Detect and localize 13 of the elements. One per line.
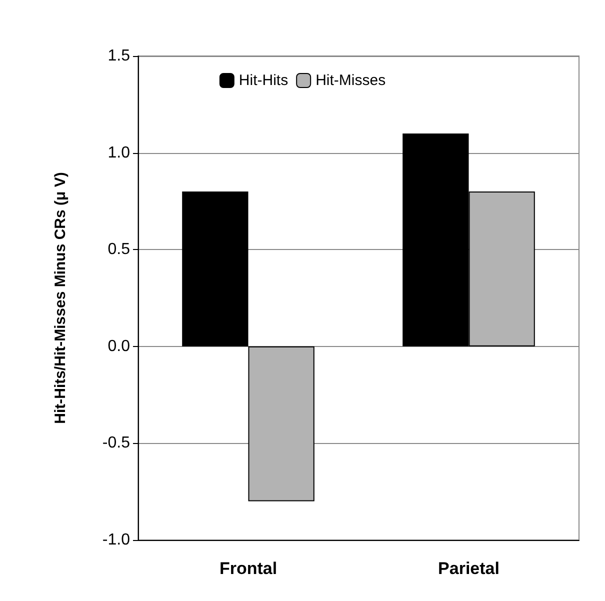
x-tick-label: Frontal: [219, 559, 278, 578]
y-tick-label: -0.5: [102, 434, 130, 452]
bar: [182, 192, 248, 346]
legend-label: Hit-Misses: [316, 72, 386, 89]
y-tick-label: -1.0: [102, 532, 130, 548]
y-tick-label: 1.5: [108, 48, 130, 64]
bar: [248, 346, 314, 502]
y-tick-label: 0.5: [108, 241, 130, 258]
y-axis-title: Hit-Hits/Hit-Misses Minus CRs (μ V): [52, 172, 69, 424]
x-tick-label: Parietal: [438, 559, 500, 578]
y-tick-label: 0.0: [108, 338, 130, 355]
y-tick-label: 1.0: [108, 144, 130, 162]
legend-label: Hit-Hits: [238, 72, 288, 89]
